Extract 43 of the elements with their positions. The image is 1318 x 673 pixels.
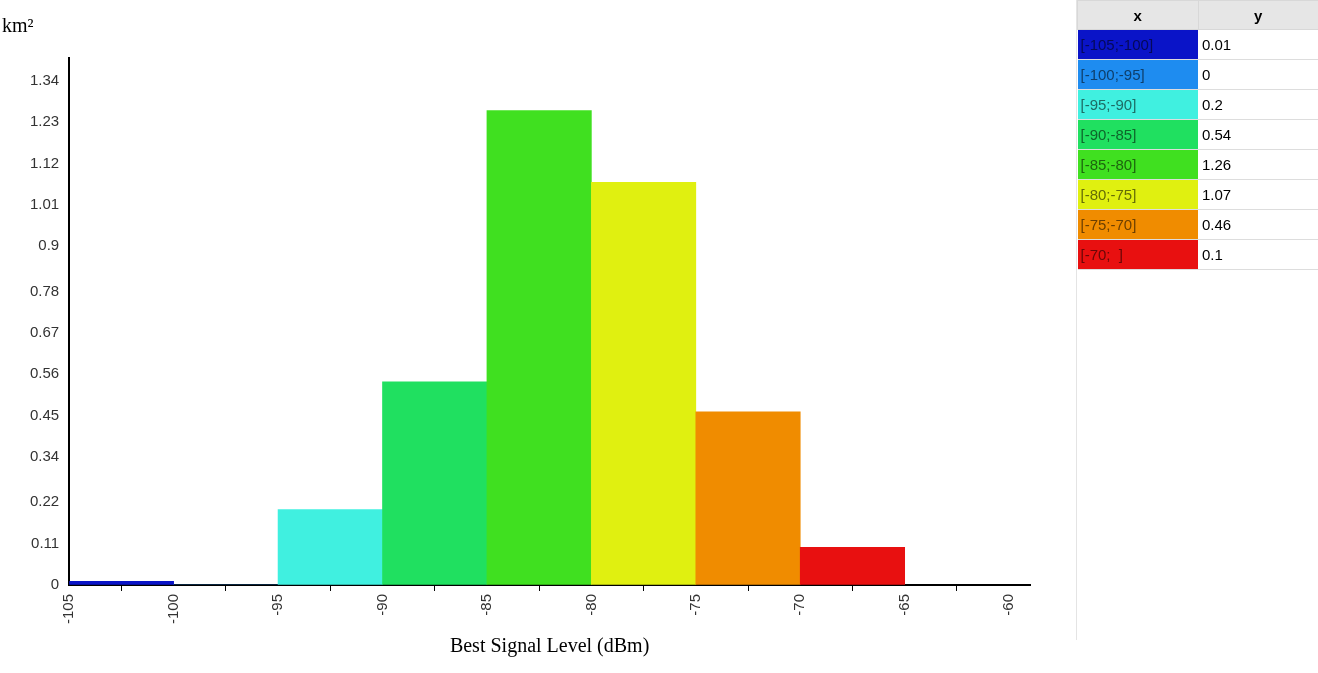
x-tick-label: -65 [894, 593, 912, 616]
x-axis-title: Best Signal Level (dBm) [449, 634, 650, 658]
y-tick-label: 1.23 [29, 112, 60, 130]
data-label: 0.01 [1198, 29, 1318, 60]
y-tick-label: 0.9 [38, 236, 60, 254]
x-tick-label: -60 [999, 593, 1017, 616]
x-tick-label: -70 [790, 593, 808, 616]
text: x [1077, 0, 1198, 30]
category-label: [-70; ] [1077, 239, 1198, 270]
category-label: [-100;-95] [1077, 59, 1198, 90]
x-tick-label: -85 [477, 593, 495, 616]
x-tick-label: -75 [685, 593, 703, 616]
data-label: 1.07 [1198, 179, 1318, 210]
category-label: [-85;-80] [1077, 149, 1198, 180]
y-tick-label: 0.22 [29, 492, 60, 510]
category-label: [-90;-85] [1077, 119, 1198, 150]
data-label: 0.46 [1198, 209, 1318, 240]
category-label: [-75;-70] [1077, 209, 1198, 240]
x-tick-label: -100 [163, 593, 181, 625]
category-label: [-105;-100] [1077, 29, 1198, 60]
text: y [1198, 0, 1318, 30]
category-label: [-95;-90] [1077, 89, 1198, 120]
y-tick-label: 0.45 [29, 405, 60, 423]
y-tick-label: 1.01 [29, 194, 60, 212]
y-tick-label: 0 [50, 575, 60, 593]
data-label: 0.1 [1198, 239, 1318, 270]
y-tick-label: 0.11 [31, 533, 60, 551]
y-tick-label: 0.56 [29, 364, 60, 382]
y-tick-label: 0.67 [29, 322, 60, 340]
x-tick-label: -105 [59, 593, 77, 625]
x-tick-label: -95 [268, 593, 286, 616]
x-tick-label: -90 [372, 593, 390, 616]
data-label: 0 [1198, 59, 1318, 90]
y-tick-label: 1.34 [29, 70, 60, 88]
y-axis-title: km² [2, 14, 34, 36]
category-label: [-80;-75] [1077, 179, 1198, 210]
data-label: 0.54 [1198, 119, 1318, 150]
y-tick-label: 0.78 [29, 281, 60, 299]
y-tick-label: 0.34 [29, 447, 60, 465]
data-label: 0.2 [1198, 89, 1318, 120]
x-tick-label: -80 [581, 593, 599, 616]
y-tick-label: 1.12 [29, 153, 60, 171]
data-label: 1.26 [1198, 149, 1318, 180]
